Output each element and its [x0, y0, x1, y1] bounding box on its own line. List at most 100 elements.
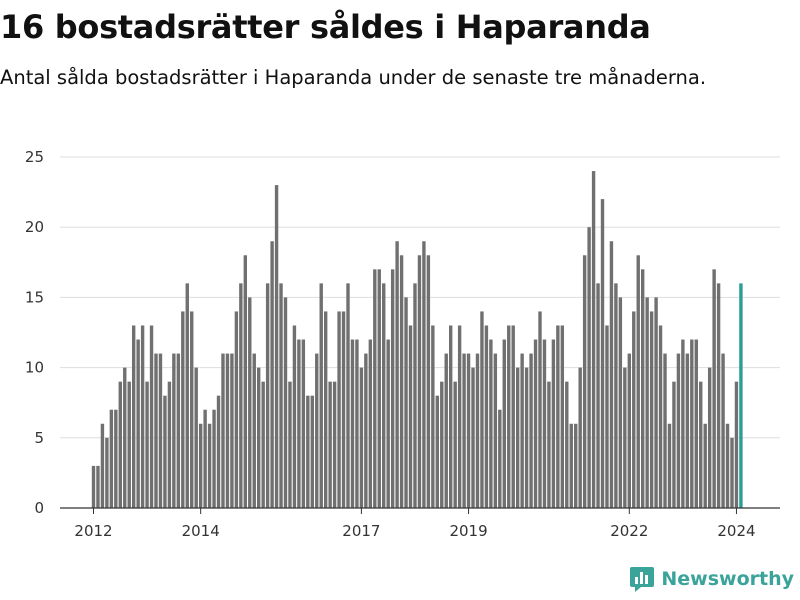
bar	[364, 353, 368, 508]
x-tick-label: 2024	[717, 522, 755, 540]
bar	[225, 353, 230, 508]
bar	[386, 339, 390, 508]
bar	[640, 269, 645, 508]
bar	[368, 339, 373, 508]
bar	[676, 353, 681, 508]
bar	[721, 353, 725, 508]
bar	[248, 297, 252, 508]
bar	[462, 353, 466, 508]
bar	[609, 241, 614, 509]
bar	[632, 311, 636, 508]
data-label: 16	[735, 0, 755, 4]
bar	[127, 381, 131, 508]
bar	[123, 367, 127, 508]
bar	[373, 269, 377, 508]
bar	[399, 255, 404, 508]
bar	[288, 381, 292, 508]
bar	[623, 367, 627, 508]
bar	[636, 255, 640, 508]
bar	[390, 269, 395, 508]
bar	[658, 325, 663, 508]
newsworthy-brand[interactable]: Newsworthy	[629, 566, 794, 592]
bar	[578, 367, 582, 508]
bar	[181, 311, 185, 508]
chart-subtitle: Antal sålda bostadsrätter i Haparanda un…	[0, 66, 707, 89]
bar	[270, 241, 274, 509]
bar	[234, 311, 239, 508]
bar	[605, 325, 609, 508]
bar	[265, 283, 270, 508]
y-tick-label: 25	[25, 148, 44, 166]
bar	[118, 381, 122, 508]
bar	[337, 311, 341, 508]
bar	[417, 255, 422, 508]
bar	[672, 381, 676, 508]
bar	[574, 423, 578, 508]
y-tick-label: 20	[25, 218, 44, 236]
bar	[114, 409, 118, 508]
bar	[493, 353, 498, 508]
bar	[136, 339, 140, 508]
bar	[194, 367, 198, 508]
x-tick-label: 2022	[610, 522, 648, 540]
bar	[315, 353, 319, 508]
bar	[600, 199, 605, 508]
bar	[341, 311, 346, 508]
bar	[591, 171, 596, 509]
bar	[190, 311, 194, 508]
bar	[685, 353, 690, 508]
bar	[667, 423, 672, 508]
x-tick-label: 2017	[342, 522, 380, 540]
bar	[96, 465, 100, 508]
bar	[158, 353, 163, 508]
bar	[690, 339, 694, 508]
bar	[480, 311, 484, 508]
bar	[413, 283, 417, 508]
bar	[435, 395, 440, 508]
bar	[198, 423, 203, 508]
bar	[431, 325, 435, 508]
bar	[292, 325, 297, 508]
bar	[346, 283, 350, 508]
bar	[185, 283, 189, 508]
y-tick-label: 15	[25, 288, 44, 306]
bar	[328, 381, 332, 508]
bar	[466, 353, 471, 508]
x-tick-label: 2019	[449, 522, 487, 540]
bar	[507, 325, 511, 508]
bar	[105, 437, 109, 508]
bar	[257, 367, 261, 508]
bar	[453, 381, 457, 508]
y-tick-label: 5	[34, 429, 44, 447]
bar	[207, 423, 212, 508]
brand-name: Newsworthy	[661, 568, 794, 590]
bar	[484, 325, 489, 508]
bar	[694, 339, 698, 508]
bar	[145, 381, 149, 508]
bar	[274, 185, 279, 508]
bar	[663, 353, 667, 508]
bar	[511, 325, 515, 508]
bar	[699, 381, 703, 508]
bar	[440, 381, 444, 508]
y-tick-label: 10	[25, 359, 44, 377]
y-tick-label: 0	[34, 499, 44, 517]
bar	[551, 339, 556, 508]
bar	[426, 255, 431, 508]
bar	[109, 409, 114, 508]
bar	[649, 311, 654, 508]
bar	[279, 283, 283, 508]
bar	[355, 339, 359, 508]
bar	[681, 339, 685, 508]
bar	[524, 367, 529, 508]
bar	[100, 423, 105, 508]
x-tick-label: 2014	[182, 522, 220, 540]
bar	[515, 367, 520, 508]
chart-title: 16 bostadsrätter såldes i Haparanda	[0, 8, 651, 46]
bar	[283, 297, 288, 508]
bar	[395, 241, 399, 509]
bar	[498, 409, 502, 508]
bar	[176, 353, 181, 508]
bar	[203, 409, 207, 508]
bar	[565, 381, 569, 508]
